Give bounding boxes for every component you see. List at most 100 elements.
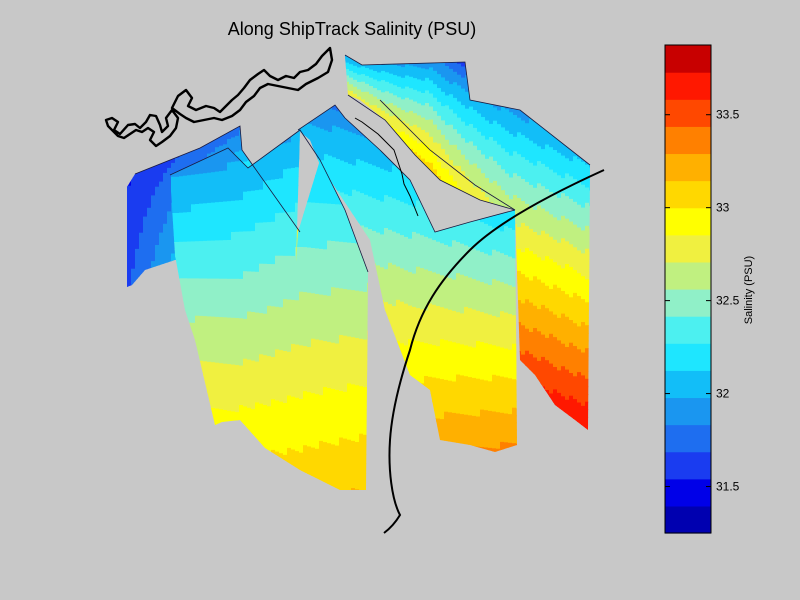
salinity-cell	[295, 353, 300, 364]
salinity-cell	[368, 408, 373, 418]
salinity-cell	[347, 289, 352, 300]
salinity-cell	[307, 401, 312, 411]
salinity-cell	[307, 301, 312, 312]
salinity-cell	[376, 208, 381, 218]
salinity-cell	[323, 194, 328, 205]
salinity-cell	[400, 310, 405, 320]
salinity-cell	[171, 148, 176, 153]
salinity-cell	[251, 126, 256, 127]
salinity-cell	[323, 331, 328, 342]
salinity-cell	[167, 149, 172, 155]
salinity-cell	[359, 291, 364, 302]
salinity-cell	[303, 409, 308, 419]
salinity-cell	[239, 208, 244, 217]
salinity-cell	[203, 323, 208, 332]
salinity-cell	[143, 154, 148, 159]
salinity-cell	[227, 139, 232, 144]
salinity-cell	[360, 136, 365, 146]
salinity-cell	[207, 422, 212, 431]
salinity-cell	[215, 278, 220, 287]
salinity-cell	[215, 147, 220, 152]
salinity-cell	[203, 137, 208, 142]
salinity-cell	[219, 447, 224, 457]
salinity-cell	[259, 346, 264, 356]
salinity-cell	[175, 191, 180, 200]
salinity-cell	[191, 308, 196, 317]
salinity-cell	[388, 320, 393, 330]
salinity-cell	[319, 184, 324, 195]
salinity-cell	[319, 303, 324, 314]
salinity-cell	[255, 214, 260, 224]
salinity-cell	[155, 277, 160, 283]
salinity-cell	[271, 281, 276, 291]
salinity-cell	[400, 176, 405, 186]
salinity-cell	[203, 210, 208, 220]
salinity-cell	[363, 272, 368, 284]
salinity-cell	[359, 281, 364, 293]
salinity-cell	[299, 166, 304, 177]
salinity-cell	[335, 417, 340, 428]
salinity-cell	[255, 173, 260, 183]
salinity-cell	[223, 363, 228, 373]
salinity-cell	[388, 378, 393, 388]
salinity-cell	[363, 339, 368, 350]
salinity-cell	[211, 187, 216, 196]
salinity-cell	[339, 465, 344, 476]
salinity-cell	[251, 247, 256, 257]
salinity-cell	[300, 113, 305, 122]
salinity-cell	[348, 196, 353, 205]
salinity-cell	[356, 199, 361, 209]
salinity-cell	[327, 194, 332, 205]
salinity-cell	[243, 303, 248, 312]
salinity-cell	[159, 174, 164, 179]
salinity-cell	[183, 337, 188, 346]
salinity-cell	[259, 239, 264, 248]
salinity-cell	[187, 352, 192, 361]
salinity-cell	[279, 401, 284, 412]
salinity-cell	[227, 232, 232, 241]
salinity-cell	[175, 343, 180, 352]
salinity-cell	[323, 258, 328, 269]
salinity-cell	[135, 226, 140, 232]
salinity-cell	[275, 434, 280, 444]
salinity-cell	[143, 202, 148, 207]
salinity-cell	[275, 357, 280, 368]
salinity-cell	[311, 220, 316, 231]
salinity-cell	[307, 265, 312, 276]
salinity-cell	[287, 430, 292, 440]
salinity-cell	[243, 128, 248, 134]
salinity-cell	[147, 259, 152, 264]
salinity-cell	[303, 454, 308, 464]
salinity-cell	[135, 234, 140, 239]
salinity-cell	[211, 369, 216, 379]
salinity-cell	[227, 208, 232, 218]
salinity-cell	[255, 198, 260, 208]
salinity-cell	[227, 216, 232, 226]
salinity-cell	[283, 385, 288, 396]
salinity-cell	[155, 201, 160, 206]
salinity-cell	[372, 304, 377, 314]
salinity-cell	[312, 157, 317, 166]
salinity-cell	[183, 395, 188, 404]
salinity-cell	[283, 143, 288, 153]
salinity-cell	[251, 360, 256, 370]
salinity-cell	[263, 280, 268, 290]
salinity-cell	[279, 436, 284, 446]
salinity-cell	[323, 387, 328, 397]
salinity-cell	[143, 253, 148, 258]
salinity-cell	[231, 129, 236, 135]
salinity-cell	[295, 110, 300, 115]
salinity-cell	[304, 169, 309, 178]
salinity-cell	[363, 453, 368, 465]
salinity-cell	[291, 229, 296, 240]
salinity-cell	[259, 222, 264, 232]
salinity-cell	[275, 374, 280, 385]
salinity-cell	[344, 138, 349, 147]
salinity-cell	[331, 462, 336, 473]
salinity-cell	[315, 294, 320, 304]
salinity-cell	[199, 360, 204, 370]
salinity-cell	[191, 330, 196, 339]
salinity-cell	[143, 264, 148, 269]
salinity-cell	[175, 379, 180, 388]
salinity-cell	[392, 165, 397, 175]
